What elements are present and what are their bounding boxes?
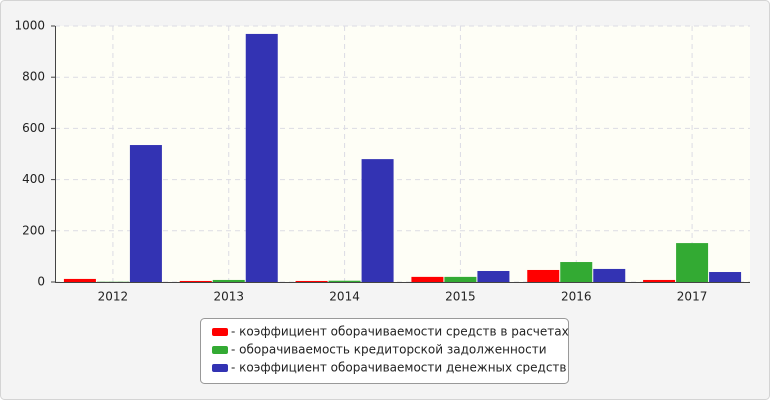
bar	[63, 278, 96, 282]
legend-box	[200, 318, 569, 384]
legend-label: - коэффициент оборачиваемости средств в …	[231, 325, 569, 339]
y-tick-label: 600	[22, 121, 45, 135]
legend-swatch	[212, 364, 228, 372]
plot-area	[55, 26, 750, 282]
bar	[593, 268, 626, 282]
bar	[527, 269, 560, 282]
x-tick-label: 2016	[561, 290, 592, 304]
bar	[129, 145, 162, 282]
legend-label: - коэффициент оборачиваемости денежных с…	[231, 361, 567, 375]
bar	[477, 270, 510, 282]
y-tick-label: 200	[22, 223, 45, 237]
bar	[295, 280, 328, 282]
bar	[179, 280, 212, 282]
x-tick-label: 2017	[677, 290, 708, 304]
y-tick-label: 400	[22, 172, 45, 186]
x-tick-label: 2013	[213, 290, 244, 304]
bar	[643, 279, 676, 282]
bar	[361, 159, 394, 282]
y-tick-label: 0	[37, 275, 45, 289]
bar	[212, 279, 245, 282]
x-tick-label: 2014	[329, 290, 360, 304]
bar	[411, 276, 444, 282]
bar	[676, 243, 709, 282]
y-tick-label: 800	[22, 70, 45, 84]
bar	[444, 276, 477, 282]
x-tick-label: 2015	[445, 290, 476, 304]
y-tick-label: 1000	[14, 19, 45, 33]
legend-swatch	[212, 346, 228, 354]
legend-label: - оборачиваемость кредиторской задолженн…	[231, 343, 547, 357]
legend-swatch	[212, 328, 228, 336]
bar	[709, 272, 742, 282]
x-tick-label: 2012	[98, 290, 129, 304]
bar	[560, 262, 593, 282]
bar	[328, 280, 361, 282]
bar	[245, 33, 278, 282]
